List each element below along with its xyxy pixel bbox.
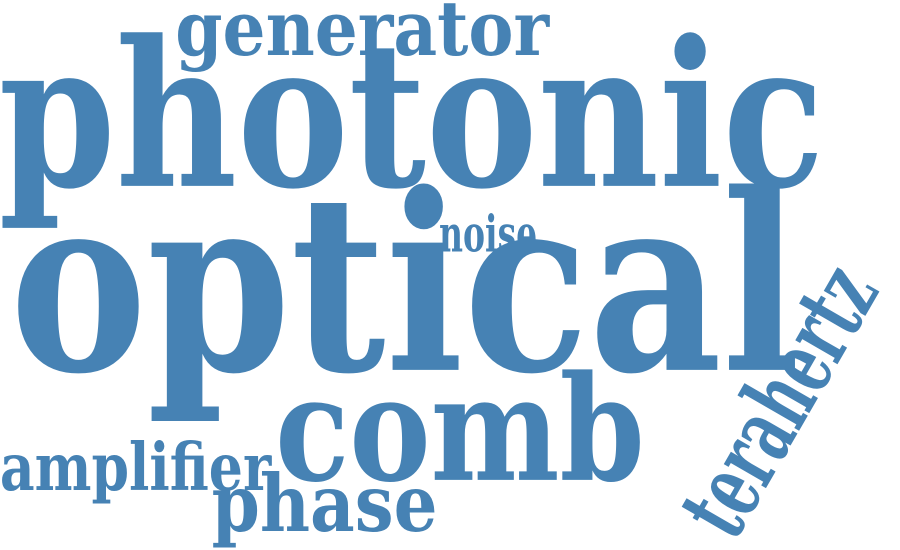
word-generator: generator — [175, 0, 550, 74]
word-noise: noise — [439, 203, 538, 264]
word-optical: optical — [9, 139, 801, 428]
word-amplifier: amplifier — [0, 428, 272, 507]
word-photonic: photonic — [0, 0, 825, 234]
word-comb: comb — [275, 343, 645, 515]
word-phase: phase — [211, 457, 438, 550]
